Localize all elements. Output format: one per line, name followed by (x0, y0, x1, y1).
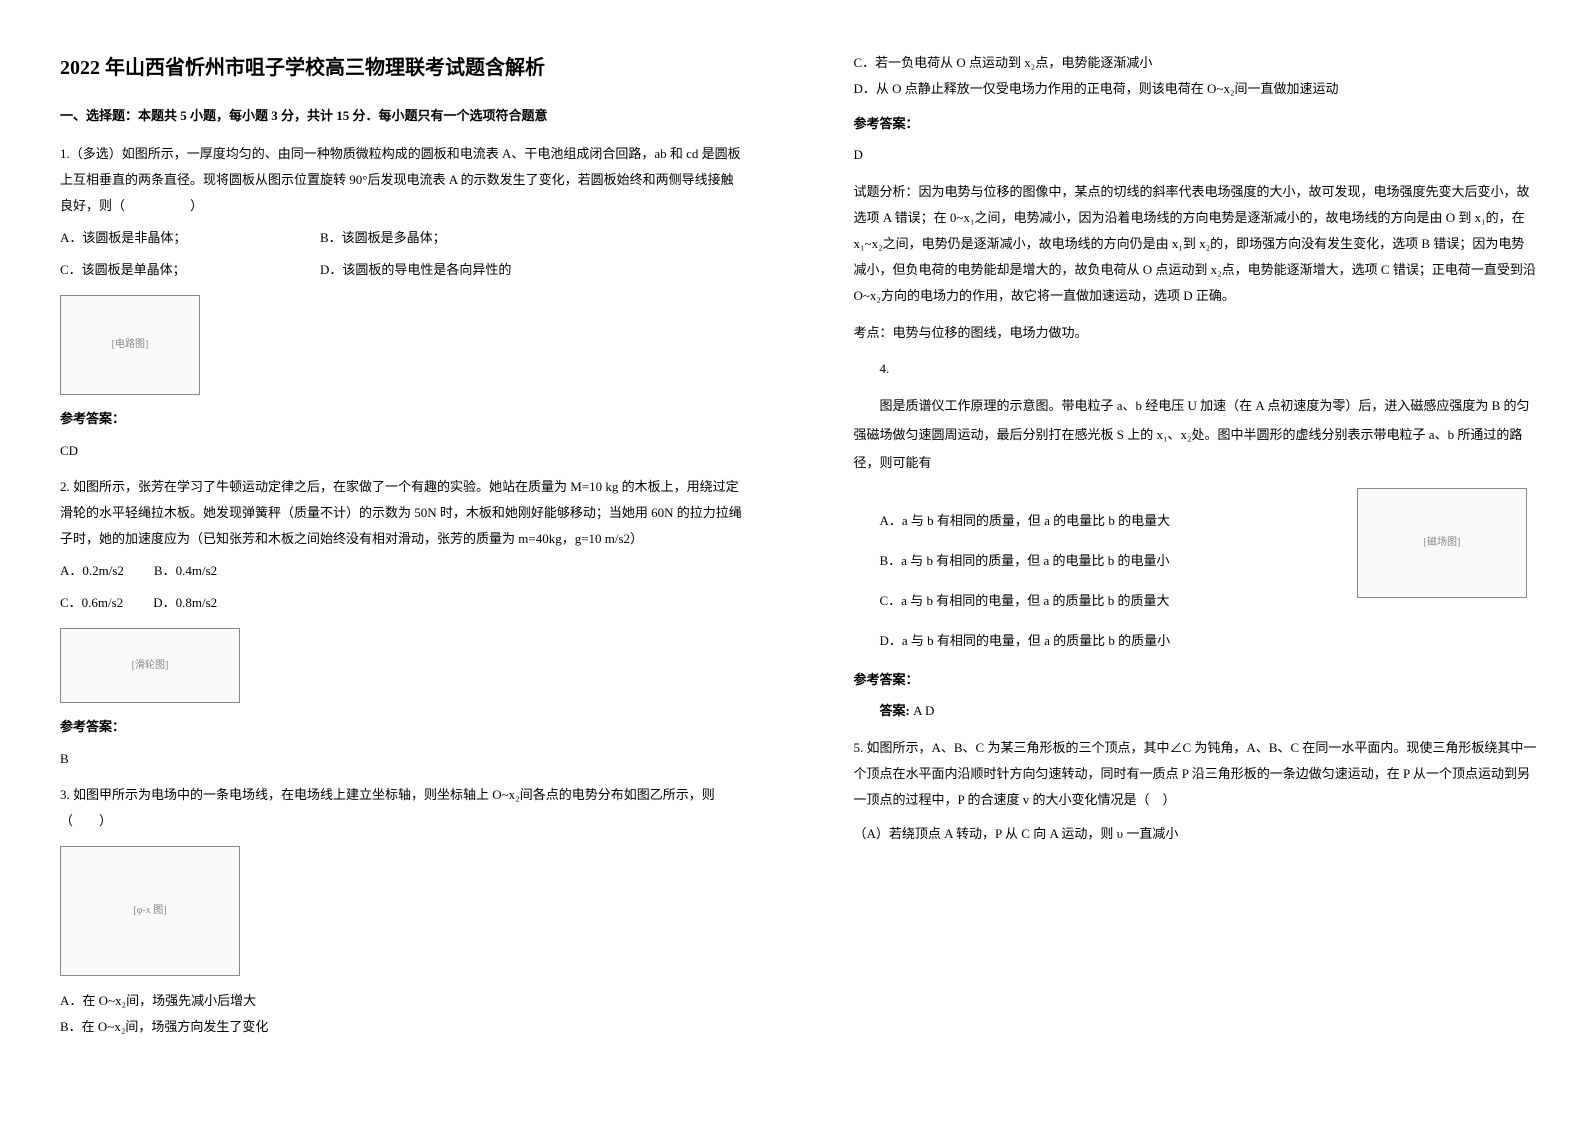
left-column: 2022 年山西省忻州市咀子学校高三物理联考试题含解析 一、选择题：本题共 5 … (0, 0, 794, 1122)
q1-optA: A．该圆板是非晶体； (60, 225, 260, 251)
q3-kaodian: 考点：电势与位移的图线，电场力做功。 (854, 321, 1538, 344)
q1-options-row2: C．该圆板是单晶体； D．该圆板的导电性是各向异性的 (60, 257, 744, 283)
question-1: 1.（多选）如图所示，一厚度均匀的、由同一种物质微粒构成的圆板和电流表 A、干电… (60, 141, 744, 395)
question-5: 5. 如图所示，A、B、C 为某三角形板的三个顶点，其中∠C 为钝角，A、B、C… (854, 735, 1538, 847)
q2-stem: 2. 如图所示，张芳在学习了牛顿运动定律之后，在家做了一个有趣的实验。她站在质量… (60, 474, 744, 552)
q3-figure: [φ-x 图] (60, 846, 240, 976)
q3-optD: D．从 O 点静止释放一仅受电场力作用的正电荷，则该电荷在 O~x₂间一直做加速… (854, 76, 1538, 102)
q5-stem: 5. 如图所示，A、B、C 为某三角形板的三个顶点，其中∠C 为钝角，A、B、C… (854, 735, 1538, 813)
q4-optD: D．a 与 b 有相同的电量，但 a 的质量比 b 的质量小 (880, 628, 1538, 654)
q4-answer-label: 参考答案： (854, 668, 1538, 691)
q2-optA: A．0.2m/s2 (60, 558, 124, 584)
q1-optC: C．该圆板是单晶体； (60, 257, 260, 283)
q1-figure: [电路图] (60, 295, 200, 395)
q2-answer: B (60, 747, 744, 770)
q3-explain: 试题分析：因为电势与位移的图像中，某点的切线的斜率代表电场强度的大小，故可发现，… (854, 179, 1538, 309)
q4-answer-line: 答案: A D (854, 699, 1538, 722)
question-4: 4. 图是质谱仪工作原理的示意图。带电粒子 a、b 经电压 U 加速（在 A 点… (854, 356, 1538, 654)
q4-figure: [磁场图] (1357, 488, 1527, 598)
q3-answer-label: 参考答案： (854, 112, 1538, 135)
question-2: 2. 如图所示，张芳在学习了牛顿运动定律之后，在家做了一个有趣的实验。她站在质量… (60, 474, 744, 703)
page-title: 2022 年山西省忻州市咀子学校高三物理联考试题含解析 (60, 50, 744, 86)
q2-options-row1: A．0.2m/s2 B．0.4m/s2 (60, 558, 744, 584)
q2-optC: C．0.6m/s2 (60, 590, 123, 616)
q3-answer: D (854, 143, 1538, 166)
q3-stem: 3. 如图甲所示为电场中的一条电场线，在电场线上建立坐标轴，则坐标轴上 O~x₂… (60, 782, 744, 834)
q1-stem: 1.（多选）如图所示，一厚度均匀的、由同一种物质微粒构成的圆板和电流表 A、干电… (60, 141, 744, 219)
q2-figure: [滑轮图] (60, 628, 240, 703)
section-header: 一、选择题：本题共 5 小题，每小题 3 分，共计 15 分．每小题只有一个选项… (60, 104, 744, 127)
q1-answer-label: 参考答案： (60, 407, 744, 430)
q3-optB: B．在 O~x₂间，场强方向发生了变化 (60, 1014, 744, 1040)
q1-optB: B．该圆板是多晶体； (320, 225, 520, 251)
q4-answer: A D (910, 703, 935, 718)
q2-optD: D．0.8m/s2 (153, 590, 217, 616)
q2-options-row2: C．0.6m/s2 D．0.8m/s2 (60, 590, 744, 616)
q1-optD: D．该圆板的导电性是各向异性的 (320, 257, 520, 283)
q2-optB: B．0.4m/s2 (154, 558, 217, 584)
q3-optA: A．在 O~x₂间，场强先减小后增大 (60, 988, 744, 1014)
question-3: 3. 如图甲所示为电场中的一条电场线，在电场线上建立坐标轴，则坐标轴上 O~x₂… (60, 782, 744, 1040)
q2-answer-label: 参考答案： (60, 715, 744, 738)
q1-answer: CD (60, 439, 744, 462)
q3-optC: C．若一负电荷从 O 点运动到 x₂点，电势能逐渐减小 (854, 50, 1538, 76)
q4-answer-prefix: 答案: (880, 703, 910, 718)
q4-intro: 图是质谱仪工作原理的示意图。带电粒子 a、b 经电压 U 加速（在 A 点初速度… (854, 392, 1538, 478)
q4-num: 4. (880, 356, 1538, 382)
q1-options-row1: A．该圆板是非晶体； B．该圆板是多晶体； (60, 225, 744, 251)
right-column: C．若一负电荷从 O 点运动到 x₂点，电势能逐渐减小 D．从 O 点静止释放一… (794, 0, 1587, 1122)
q5-optA: （A）若绕顶点 A 转动，P 从 C 向 A 运动，则 υ 一直减小 (854, 821, 1538, 847)
